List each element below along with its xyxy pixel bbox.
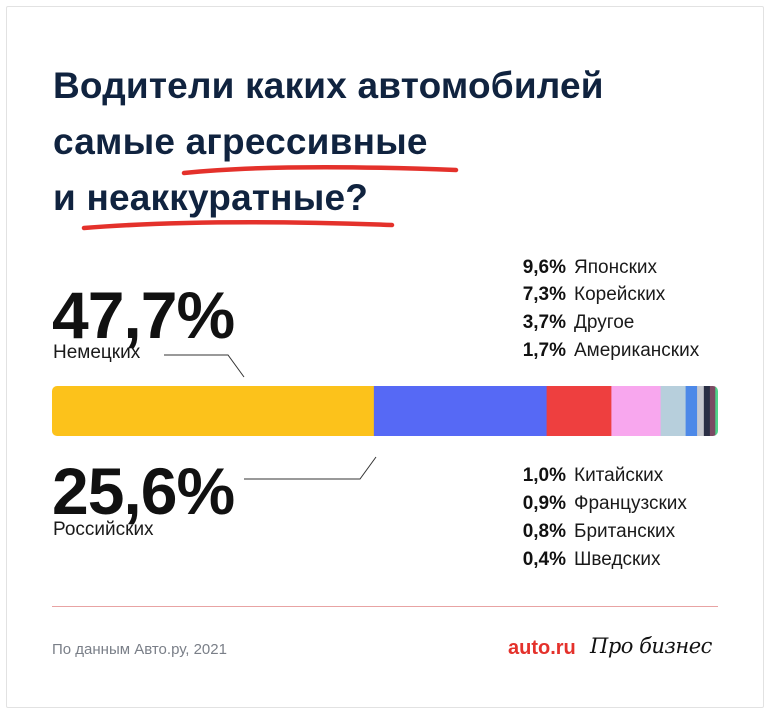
bar-segment-1 xyxy=(52,386,375,436)
legend-item-japanese: 9,6% Японских xyxy=(510,258,657,277)
legend-item-korean: 7,3% Корейских xyxy=(510,284,666,305)
title-line-1: Водители каких автомобилей xyxy=(53,65,604,106)
title-line-2-prefix: самые xyxy=(53,121,186,162)
label-russian: Российских xyxy=(53,519,154,540)
legend-item-french: 0,9% Французских xyxy=(510,494,687,513)
legend-value: 9,6% xyxy=(522,257,566,278)
legend-value: 0,4% xyxy=(522,549,566,570)
bar-segment-3 xyxy=(546,386,612,436)
underline-careless xyxy=(82,220,395,231)
legend-value: 3,7% xyxy=(522,312,566,333)
legend-item-swedish: 0,4% Шведских xyxy=(510,549,661,570)
card-frame xyxy=(6,6,764,708)
leader-line-german xyxy=(164,354,245,378)
title-line-3-prefix: и xyxy=(53,177,87,218)
legend-label: Японских xyxy=(574,257,657,278)
title-line-3: и неаккуратные? xyxy=(53,170,604,231)
chart-title: Водители каких автомобилей самые агресси… xyxy=(53,58,604,231)
legend-label: Другое xyxy=(574,312,635,333)
bar-segments xyxy=(52,386,718,436)
leader-line-russian xyxy=(244,456,377,480)
pro-business-logo: Про бизнес xyxy=(590,634,712,658)
legend-label: Французских xyxy=(574,493,687,514)
legend-value: 0,8% xyxy=(522,521,566,542)
bar-segment-9 xyxy=(709,386,716,436)
bar-segment-6 xyxy=(685,386,698,436)
title-highlight-aggressive-text: агрессивные xyxy=(185,121,428,162)
bar-segment-5 xyxy=(660,386,687,436)
label-german: Немецких xyxy=(53,342,141,363)
legend-value: 7,3% xyxy=(522,284,566,305)
legend-item-chinese: 1,0% Китайских xyxy=(510,465,664,486)
legend-label: Китайских xyxy=(574,465,664,486)
title-line-3-suffix: ? xyxy=(345,177,369,218)
bar-segment-10 xyxy=(715,386,718,436)
auto-ru-logo: auto.ru xyxy=(508,637,576,659)
legend-label: Корейских xyxy=(574,284,666,305)
underline-aggressive xyxy=(181,165,458,176)
bar-segment-7 xyxy=(697,386,705,436)
legend-item-british: 0,8% Британских xyxy=(510,522,675,541)
bar-segment-4 xyxy=(611,386,662,436)
title-highlight-careless: неаккуратные xyxy=(82,170,395,231)
legend-value: 1,0% xyxy=(522,465,566,486)
legend-item-other: 3,7% Другое xyxy=(510,312,635,333)
bar-segment-2 xyxy=(373,386,548,436)
legend-value: 0,9% xyxy=(522,493,566,514)
legend-value: 1,7% xyxy=(522,340,566,361)
source-note: По данным Авто.ру, 2021 xyxy=(52,641,227,658)
title-highlight-aggressive: агрессивные xyxy=(181,114,458,176)
value-german: 47,7% xyxy=(52,278,235,352)
legend-label: Шведских xyxy=(574,549,661,570)
legend-label: Британских xyxy=(574,521,676,542)
value-russian: 25,6% xyxy=(52,454,235,528)
legend-label: Американских xyxy=(574,340,700,361)
title-line-2: самые агрессивные xyxy=(53,114,604,176)
title-highlight-careless-text: неаккуратные xyxy=(86,177,346,218)
bar-segment-8 xyxy=(703,386,711,436)
footer-divider xyxy=(52,606,718,607)
legend-item-american: 1,7% Американских xyxy=(510,340,700,361)
